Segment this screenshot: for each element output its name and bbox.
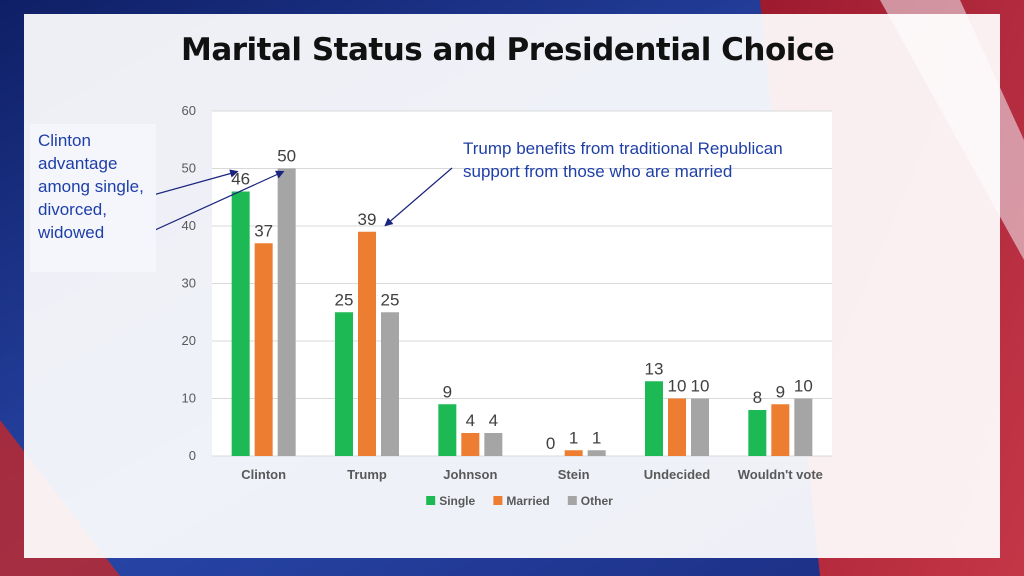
data-label: 10 bbox=[668, 377, 687, 396]
y-tick-label: 60 bbox=[182, 103, 196, 118]
data-label: 9 bbox=[443, 382, 452, 401]
data-label: 25 bbox=[381, 290, 400, 309]
legend-swatch bbox=[493, 496, 503, 505]
x-tick-label: Clinton bbox=[241, 467, 286, 482]
data-label: 10 bbox=[794, 377, 813, 396]
bar bbox=[358, 231, 376, 456]
left-callout-text: Clinton advantage among single, divorced… bbox=[38, 131, 144, 242]
x-tick-label: Trump bbox=[347, 467, 387, 482]
bar bbox=[484, 433, 503, 456]
y-tick-label: 40 bbox=[182, 218, 196, 233]
bar bbox=[668, 398, 686, 456]
bar bbox=[381, 312, 399, 456]
x-tick-label: Undecided bbox=[644, 467, 711, 482]
bar bbox=[771, 404, 790, 456]
legend-swatch bbox=[426, 496, 436, 505]
y-tick-label: 50 bbox=[182, 161, 196, 176]
bar bbox=[461, 433, 480, 456]
data-label: 4 bbox=[489, 411, 498, 430]
bar bbox=[335, 312, 353, 456]
slide-title: Marital Status and Presidential Choice bbox=[181, 32, 835, 68]
bar bbox=[748, 410, 767, 456]
bar bbox=[277, 168, 296, 456]
y-tick-label: 20 bbox=[182, 333, 196, 348]
legend-label: Other bbox=[581, 494, 613, 508]
data-label: 50 bbox=[277, 147, 296, 166]
bar bbox=[691, 398, 709, 456]
bar bbox=[254, 243, 273, 456]
data-label: 39 bbox=[358, 210, 377, 229]
legend-label: Single bbox=[439, 494, 475, 508]
arrow-to-trump-married bbox=[384, 167, 453, 227]
x-tick-label: Wouldn't vote bbox=[738, 467, 823, 482]
bar bbox=[438, 404, 457, 456]
bar bbox=[794, 398, 813, 456]
data-label: 0 bbox=[546, 434, 555, 453]
y-tick-label: 10 bbox=[182, 391, 196, 406]
left-callout-box bbox=[30, 124, 156, 272]
bar bbox=[587, 450, 606, 456]
bar bbox=[231, 191, 250, 456]
right-callout-text: Trump benefits from traditional Republic… bbox=[463, 139, 783, 181]
y-tick-label: 0 bbox=[189, 448, 196, 463]
bar bbox=[645, 381, 663, 456]
data-label: 10 bbox=[691, 377, 710, 396]
x-tick-label: Stein bbox=[558, 467, 590, 482]
data-label: 8 bbox=[753, 388, 762, 407]
data-label: 4 bbox=[466, 411, 475, 430]
data-label: 1 bbox=[569, 428, 578, 447]
x-tick-label: Johnson bbox=[443, 467, 497, 482]
legend-swatch bbox=[567, 496, 577, 505]
data-label: 9 bbox=[776, 382, 785, 401]
data-label: 37 bbox=[254, 221, 273, 240]
data-label: 1 bbox=[592, 428, 601, 447]
data-label: 25 bbox=[335, 290, 354, 309]
y-tick-label: 30 bbox=[182, 276, 196, 291]
data-label: 13 bbox=[645, 359, 664, 378]
bar bbox=[564, 450, 583, 456]
legend-label: Married bbox=[506, 494, 549, 508]
